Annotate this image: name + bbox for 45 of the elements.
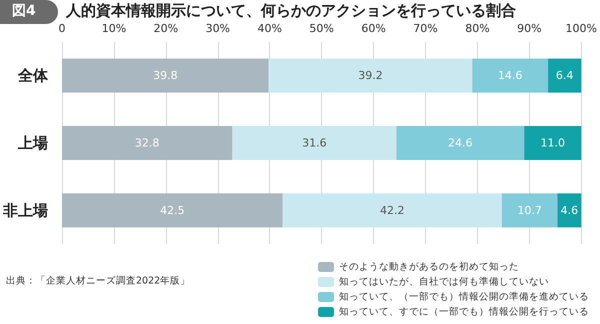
legend-label: 知っていて、すでに（一部でも）情報公開を行っている	[339, 306, 589, 318]
bar	[396, 126, 524, 160]
x-tick-label: 70%	[413, 22, 438, 35]
bar	[62, 193, 283, 228]
data-label: 42.5	[160, 204, 185, 217]
x-tick-label: 90%	[517, 22, 542, 35]
bar	[548, 58, 582, 93]
x-tick-label: 40%	[257, 22, 282, 35]
x-tick-label: 60%	[361, 22, 386, 35]
data-label: 4.6	[560, 204, 578, 217]
bar	[62, 126, 232, 160]
legend-label: そのような動きがあるのを初めて知った	[339, 260, 519, 272]
data-label: 14.6	[498, 69, 522, 82]
x-tick-label: 0	[58, 22, 66, 35]
data-label: 39.8	[153, 69, 178, 82]
y-tick-label: 非上場	[2, 201, 48, 220]
x-tick-label: 80%	[465, 22, 490, 35]
bar	[472, 58, 548, 93]
legend-label: 知っていて、（一部でも）情報公開の準備を進めている	[339, 290, 589, 302]
data-label: 6.4	[556, 69, 574, 82]
y-tick-label: 上場	[17, 134, 48, 152]
bar	[232, 126, 396, 160]
data-label: 24.6	[448, 136, 473, 150]
x-tick-label: 30%	[206, 22, 230, 35]
bar	[282, 193, 502, 228]
bar	[524, 126, 582, 160]
legend-label: 知ってはいたが、自社では何も準備していない	[339, 276, 549, 288]
bar	[557, 193, 582, 228]
bar	[62, 58, 269, 93]
y-tick-label: 全体	[17, 66, 49, 85]
x-tick-label: 50%	[309, 22, 334, 35]
data-label: 11.0	[540, 136, 565, 150]
bar	[268, 58, 472, 93]
data-label: 39.2	[358, 69, 383, 82]
x-tick-label: 100%	[566, 22, 598, 35]
x-tick-label: 20%	[154, 22, 178, 35]
source-note: 出典：「企業人材ニーズ調査2022年版」	[6, 274, 190, 286]
bar	[502, 193, 558, 228]
data-label: 32.8	[134, 136, 160, 150]
x-tick-label: 10%	[102, 22, 126, 35]
chart-title: 図4	[12, 3, 36, 19]
data-label: 42.2	[380, 204, 405, 217]
chart-subtitle: 人的資本情報開示について、何らかのアクションを行っている割合	[65, 2, 516, 20]
data-label: 31.6	[302, 136, 327, 150]
data-label: 10.7	[517, 204, 542, 217]
